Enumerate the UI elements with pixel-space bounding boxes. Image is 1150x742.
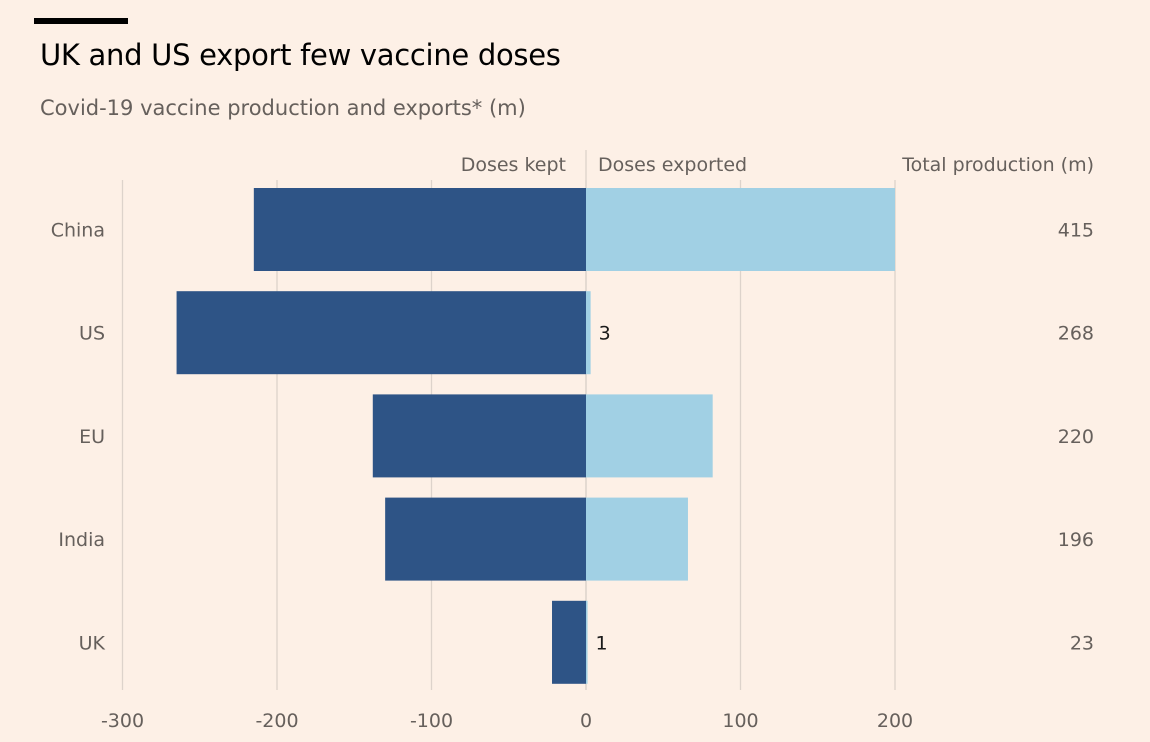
- data-label: 3: [599, 323, 611, 345]
- bar-doses-kept-india: [385, 497, 586, 581]
- bar-doses-exported-eu: [586, 394, 713, 478]
- x-tick-label: -200: [255, 710, 298, 732]
- x-tick-label: 0: [580, 710, 592, 732]
- data-label: 1: [596, 632, 608, 654]
- x-tick-label: 200: [877, 710, 913, 732]
- labels: Doses kept Doses exported Total producti…: [51, 154, 1094, 732]
- total-production-value: 415: [1058, 220, 1094, 242]
- x-tick-label: 100: [722, 710, 758, 732]
- legend-doses-kept: Doses kept: [461, 154, 566, 176]
- category-label: China: [51, 220, 105, 242]
- brand-rule: [34, 18, 128, 24]
- bar-doses-exported-india: [586, 497, 688, 581]
- total-production-value: 23: [1070, 632, 1094, 654]
- total-production-value: 220: [1058, 426, 1094, 448]
- chart-subtitle: Covid-19 vaccine production and exports*…: [40, 96, 526, 120]
- bar-doses-exported-china: [586, 188, 895, 271]
- x-tick-label: -300: [101, 710, 144, 732]
- category-label: UK: [79, 632, 106, 654]
- category-label: EU: [79, 426, 105, 448]
- total-production-value: 268: [1058, 323, 1094, 345]
- bar-doses-kept-uk: [552, 600, 586, 684]
- bars: [176, 188, 895, 684]
- chart-title: UK and US export few vaccine doses: [40, 38, 561, 72]
- bar-doses-exported-us: [586, 291, 591, 375]
- bar-doses-kept-eu: [372, 394, 586, 478]
- x-tick-label: -100: [410, 710, 453, 732]
- total-production-header: Total production (m): [901, 154, 1094, 176]
- category-label: India: [58, 529, 105, 551]
- total-production-value: 196: [1058, 529, 1094, 551]
- legend-doses-exported: Doses exported: [598, 154, 747, 176]
- bar-doses-exported-uk: [586, 600, 588, 684]
- bar-doses-kept-china: [253, 188, 586, 271]
- bar-doses-kept-us: [176, 291, 586, 375]
- category-label: US: [79, 323, 105, 345]
